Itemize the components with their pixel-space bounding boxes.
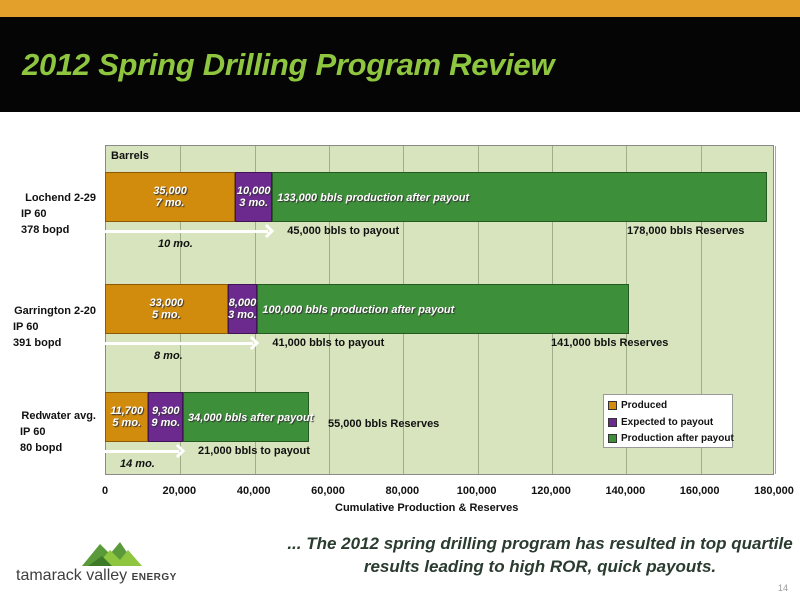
- x-tick-label: 160,000: [679, 485, 720, 497]
- company-logo-icon: [82, 542, 142, 566]
- x-axis-title: Cumulative Production & Reserves: [335, 502, 519, 514]
- payout-text: 21,000 bbls to payout: [198, 445, 310, 457]
- logo-name: tamarack valley: [16, 567, 128, 584]
- legend-swatch: [608, 400, 617, 410]
- legend-swatch: [608, 417, 617, 427]
- legend-swatch: [608, 433, 617, 443]
- payout-arrow: [105, 342, 254, 345]
- bar-segment: [105, 392, 149, 442]
- bar-segment: [272, 172, 767, 222]
- header-band: [0, 17, 800, 112]
- bar-segment: [183, 392, 310, 442]
- payout-months-label: 14 mo.: [120, 458, 155, 470]
- ip-label: IP 60: [21, 208, 47, 220]
- bar-data-label: 10,000 3 mo.: [236, 185, 271, 209]
- x-tick-label: 80,000: [385, 485, 420, 497]
- bar-data-label: 133,000 bbls production after payout: [277, 192, 470, 204]
- rate-label: 391 bopd: [13, 337, 62, 349]
- logo-suffix: ENERGY: [131, 572, 177, 583]
- category-label: Garrington 2-20: [14, 305, 96, 317]
- bar-segment: [227, 284, 258, 334]
- category-label: Redwater avg.: [21, 410, 96, 422]
- bar-segment: [257, 284, 630, 334]
- bar-data-label: 100,000 bbls production after payout: [262, 304, 455, 316]
- x-tick-label: 140,000: [605, 485, 646, 497]
- payout-arrow: [105, 230, 269, 233]
- legend-item-expected: Expected to payout: [608, 415, 713, 429]
- page-number: 14: [777, 583, 788, 593]
- payout-arrow: [105, 450, 180, 453]
- x-tick-label: 40,000: [236, 485, 271, 497]
- rate-label: 80 bopd: [20, 442, 63, 454]
- legend-label: Produced: [621, 399, 668, 411]
- bar-segment: [105, 172, 236, 222]
- x-tick-label: 180,000: [754, 485, 794, 497]
- x-tick-label: 100,000: [456, 485, 497, 497]
- bar-data-label: 8,000 3 mo.: [228, 297, 257, 321]
- reserves-text: 141,000 bbls Reserves: [551, 337, 669, 349]
- bar-segment: [235, 172, 273, 222]
- ip-label: IP 60: [20, 426, 46, 438]
- bar-data-label: 9,300 9 mo.: [151, 405, 181, 429]
- rate-label: 378 bopd: [21, 224, 70, 236]
- x-tick-label: 60,000: [311, 485, 345, 497]
- payout-text: 41,000 bbls to payout: [272, 337, 385, 349]
- y-axis-title: Barrels: [111, 150, 149, 162]
- ip-label: IP 60: [13, 321, 39, 333]
- legend-item-prodafter: Production after payout: [608, 431, 734, 445]
- legend-label: Production after payout: [621, 432, 734, 444]
- reserves-text: 55,000 bbls Reserves: [328, 418, 440, 430]
- x-tick-label: 0: [101, 485, 109, 497]
- bar-segment: [148, 392, 184, 442]
- category-label: Lochend 2-29: [25, 192, 96, 204]
- bar-data-label: 34,000 bbls after payout: [188, 412, 314, 424]
- conclusion-text: ... The 2012 spring drilling program has…: [287, 534, 793, 576]
- bar-data-label: 33,000 5 mo.: [149, 297, 184, 321]
- bar-segment: [105, 284, 228, 334]
- gridline: [775, 146, 776, 474]
- chart-legend: Produced Expected to payout Production a…: [603, 394, 734, 448]
- payout-text: 45,000 bbls to payout: [287, 225, 400, 237]
- bar-data-label: 35,000 7 mo.: [153, 185, 187, 209]
- legend-item-produced: Produced: [608, 398, 667, 412]
- legend-label: Expected to payout: [621, 416, 714, 428]
- x-tick-label: 120,000: [531, 485, 571, 497]
- payout-months-label: 8 mo.: [154, 350, 183, 362]
- top-accent-bar: [0, 0, 800, 17]
- bar-data-label: 11,700 5 mo.: [110, 405, 144, 429]
- reserves-text: 178,000 bbls Reserves: [627, 225, 745, 237]
- logo-text: tamarack valley ENERGY: [16, 567, 177, 585]
- x-tick-label: 20,000: [162, 485, 197, 497]
- slide-title: 2012 Spring Drilling Program Review: [22, 47, 555, 82]
- payout-months-label: 10 mo.: [158, 238, 193, 250]
- gridline: [700, 146, 702, 474]
